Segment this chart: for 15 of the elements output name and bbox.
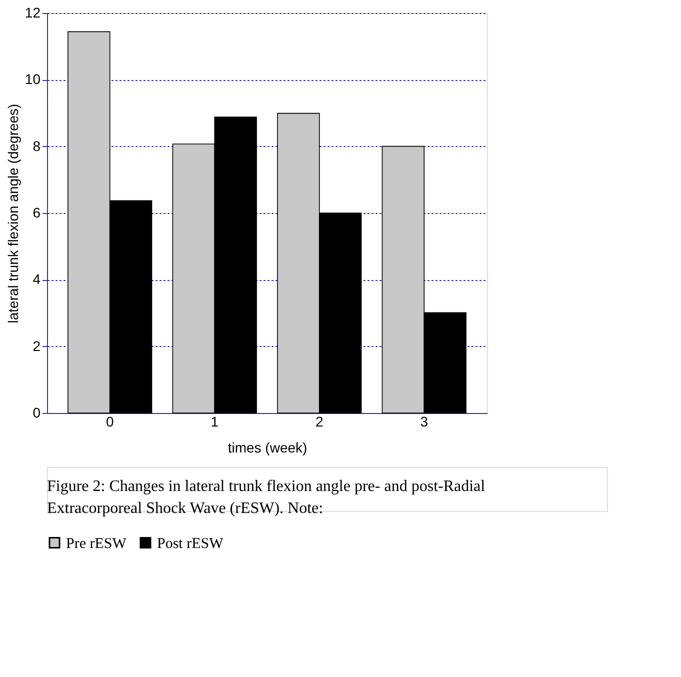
legend-label: Post rESW: [157, 536, 224, 552]
y-tick-label: 4: [32, 271, 41, 288]
caption: Figure 2: Changes in lateral trunk flexion angle pre- and post-Radial Extracorporeal Shock Wave (rESW). Note:: [47, 478, 486, 517]
y-tick-label: 10: [24, 71, 41, 88]
y-tick-label: 6: [32, 204, 41, 220]
y-tick-label: 12: [24, 4, 41, 20]
x-tick-label: 1: [210, 414, 219, 430]
legend-label: Pre rESW: [66, 536, 128, 552]
y-tick-label: 8: [32, 138, 41, 154]
x-tick-label: 0: [106, 414, 114, 430]
x-tick-label: 2: [315, 414, 324, 430]
y-tick-label: 2: [32, 338, 41, 354]
y-axis-title: lateral trunk flexion angle (degrees): [4, 104, 21, 324]
x-axis-title: times (week): [228, 440, 308, 456]
x-tick-label: 3: [420, 414, 428, 430]
